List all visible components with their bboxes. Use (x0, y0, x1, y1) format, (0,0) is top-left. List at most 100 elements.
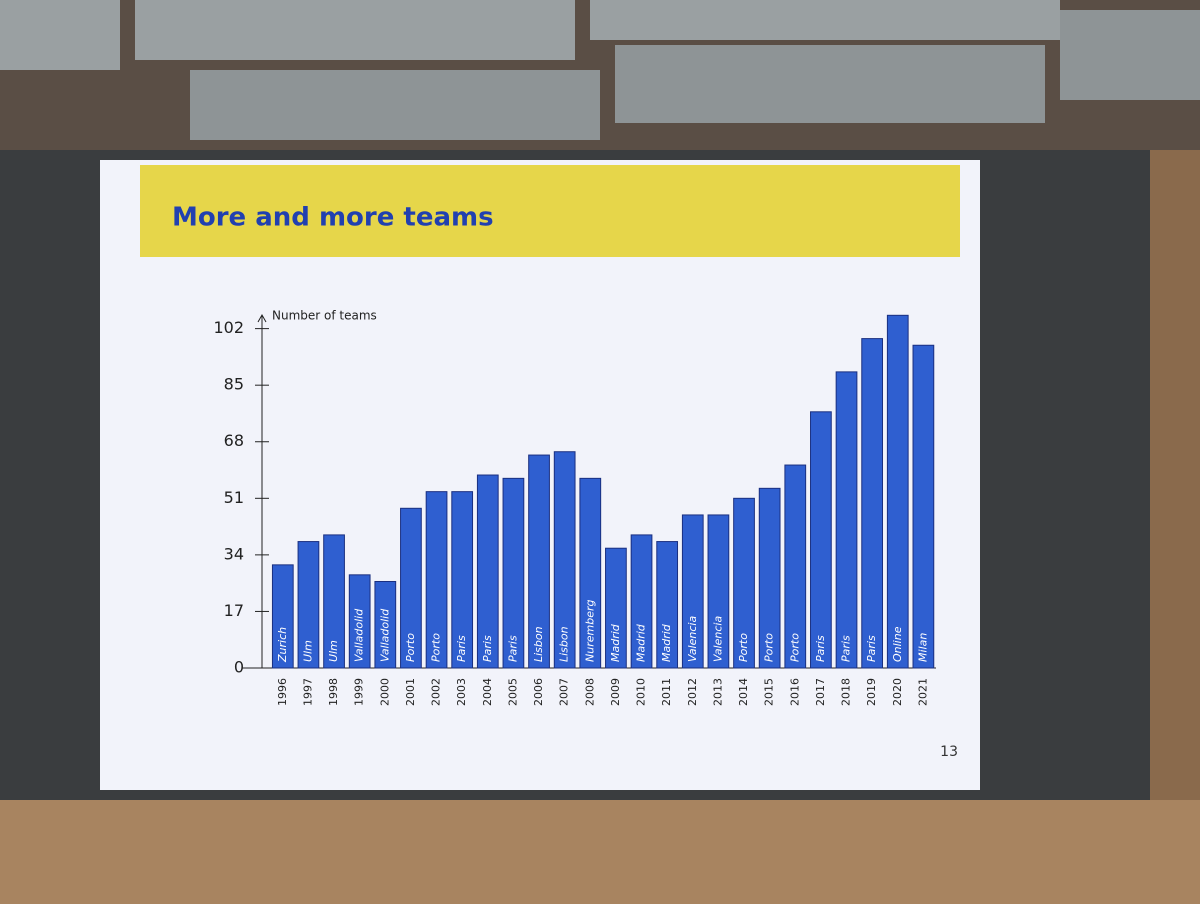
x-tick-label: 2008 (583, 678, 596, 706)
bar (835, 371, 858, 669)
bar (733, 497, 755, 669)
slide-header (140, 165, 960, 257)
y-axis-arrow (257, 313, 267, 323)
bar (912, 344, 935, 669)
x-tick-label: 2001 (404, 678, 417, 706)
bar (758, 487, 781, 669)
bar (861, 338, 884, 669)
x-tick-label: 1997 (301, 678, 314, 706)
bar-label: Paris (455, 635, 468, 662)
x-tick-label: 1998 (327, 678, 340, 706)
ceiling-panel (190, 70, 600, 140)
bar-label: Zurich (276, 627, 289, 663)
bar-label: Porto (763, 633, 776, 662)
bar (579, 477, 602, 669)
bar (476, 474, 499, 669)
bar-label: Lisbon (532, 626, 545, 662)
ceiling-panel (1060, 10, 1200, 100)
bar (502, 477, 525, 669)
bar-label: Valladolid (353, 608, 366, 662)
x-tick-label: 2006 (532, 678, 545, 706)
bar-label: Paris (865, 635, 878, 662)
chart-title: More and more teams (172, 203, 494, 233)
x-tick-label: 2014 (737, 678, 750, 706)
x-tick-label: 2000 (378, 678, 391, 706)
bar (528, 454, 550, 669)
ceiling-panel (135, 0, 575, 60)
bar-label: Nuremberg (583, 600, 596, 662)
bar-label: Ulm (301, 640, 314, 662)
bar-label: Madrid (635, 623, 648, 662)
ceiling-panel (590, 0, 1060, 40)
bar (425, 491, 448, 669)
x-tick-label: 2010 (635, 678, 648, 706)
x-tick-label: 2017 (814, 678, 827, 706)
y-axis-label: Number of teams (272, 309, 377, 323)
x-tick-label: 1996 (276, 678, 289, 706)
y-tick-label: 68 (224, 431, 244, 450)
bar-label: Porto (430, 633, 443, 662)
bar (297, 541, 320, 669)
y-tick-label: 51 (224, 488, 244, 507)
bar-label: Paris (506, 635, 519, 662)
bar-label: Madrid (609, 623, 622, 662)
bar (656, 541, 679, 669)
wood-panel (0, 800, 1200, 904)
ceiling-panel (615, 45, 1045, 123)
bar (374, 580, 397, 669)
bar-label: Lisbon (558, 626, 571, 662)
bar (810, 411, 832, 669)
bar-label: Ulm (327, 640, 340, 662)
bar-label: Paris (814, 635, 827, 662)
page-number: 13 (940, 744, 958, 760)
x-tick-label: 2020 (891, 678, 904, 706)
plot: 0 17 34 51 68 85 102 Zurich 1996 Ulm 1997 Ulm 1998 Va… (213, 313, 936, 706)
bar-label: Paris (840, 635, 853, 662)
bar-label: Milan (916, 633, 929, 662)
y-tick-label: 0 (234, 658, 244, 677)
bar (784, 464, 807, 669)
x-tick-label: 2018 (840, 678, 853, 706)
bar (707, 514, 730, 669)
y-tick-label: 85 (224, 375, 244, 394)
x-tick-label: 2004 (481, 678, 494, 706)
bar (271, 564, 294, 669)
bar (681, 514, 704, 669)
bar-label: Valladolid (378, 608, 391, 662)
x-tick-label: 2003 (455, 678, 468, 706)
bar (553, 451, 576, 669)
bar (400, 507, 422, 669)
x-tick-label: 2015 (763, 678, 776, 706)
ceiling-panel (0, 0, 120, 70)
x-tick-label: 2009 (609, 678, 622, 706)
x-tick-label: 2005 (506, 678, 519, 706)
x-tick-label: 2013 (711, 678, 724, 706)
y-tick-label: 17 (224, 601, 244, 620)
bar (605, 547, 627, 669)
bar-label: Madrid (660, 623, 673, 662)
bar-label: Paris (481, 635, 494, 662)
x-tick-label: 2012 (686, 678, 699, 706)
x-tick-label: 2002 (430, 678, 443, 706)
x-tick-label: 2011 (660, 678, 673, 706)
x-tick-label: 2021 (916, 678, 929, 706)
x-tick-label: 2016 (788, 678, 801, 706)
bar-label: Porto (737, 633, 750, 662)
y-tick-label: 34 (224, 544, 244, 563)
bar-label: Porto (404, 633, 417, 662)
bar (630, 534, 653, 669)
x-tick-label: 2007 (558, 678, 571, 706)
x-tick-label: 1999 (353, 678, 366, 706)
y-tick-label: 102 (213, 318, 244, 337)
bar (886, 314, 909, 669)
bar-label: Valencia (686, 616, 699, 662)
bar (348, 574, 371, 669)
x-tick-label: 2019 (865, 678, 878, 706)
bar (323, 534, 345, 669)
bar-label: Valencia (711, 616, 724, 662)
bar-label: Online (891, 626, 904, 662)
bar (451, 491, 474, 669)
bar-label: Porto (788, 633, 801, 662)
